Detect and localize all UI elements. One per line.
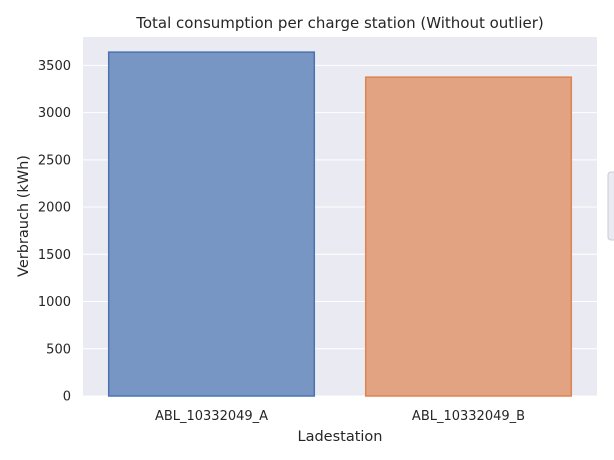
y-tick-label: 1000: [38, 295, 71, 310]
bars: [107, 51, 573, 397]
y-tick-label: 0: [63, 390, 71, 405]
legend-box: [607, 171, 614, 241]
y-tick-label: 1500: [38, 248, 71, 263]
y-tick-label: 3500: [38, 59, 71, 74]
y-axis-label: Verbrauch (kWh): [16, 155, 32, 277]
x-axis-label: Ladestation: [298, 429, 383, 445]
y-axis-ticks: 0 500 1000 1500 2000 2500 3000 3500: [38, 59, 71, 405]
x-tick-label: ABL_10332049_B: [412, 409, 525, 424]
bar-ABL_10332049_B: [364, 76, 573, 397]
chart-title: Total consumption per charge station (Wi…: [135, 14, 544, 32]
bar-ABL_10332049_A: [107, 51, 316, 397]
y-tick-label: 2500: [38, 153, 71, 168]
y-tick-label: 2000: [38, 201, 71, 216]
x-tick-label: ABL_10332049_A: [155, 409, 268, 424]
y-tick-label: 3000: [38, 106, 71, 121]
x-axis-ticks: ABL_10332049_A ABL_10332049_B: [155, 409, 525, 424]
y-tick-label: 500: [46, 342, 71, 357]
